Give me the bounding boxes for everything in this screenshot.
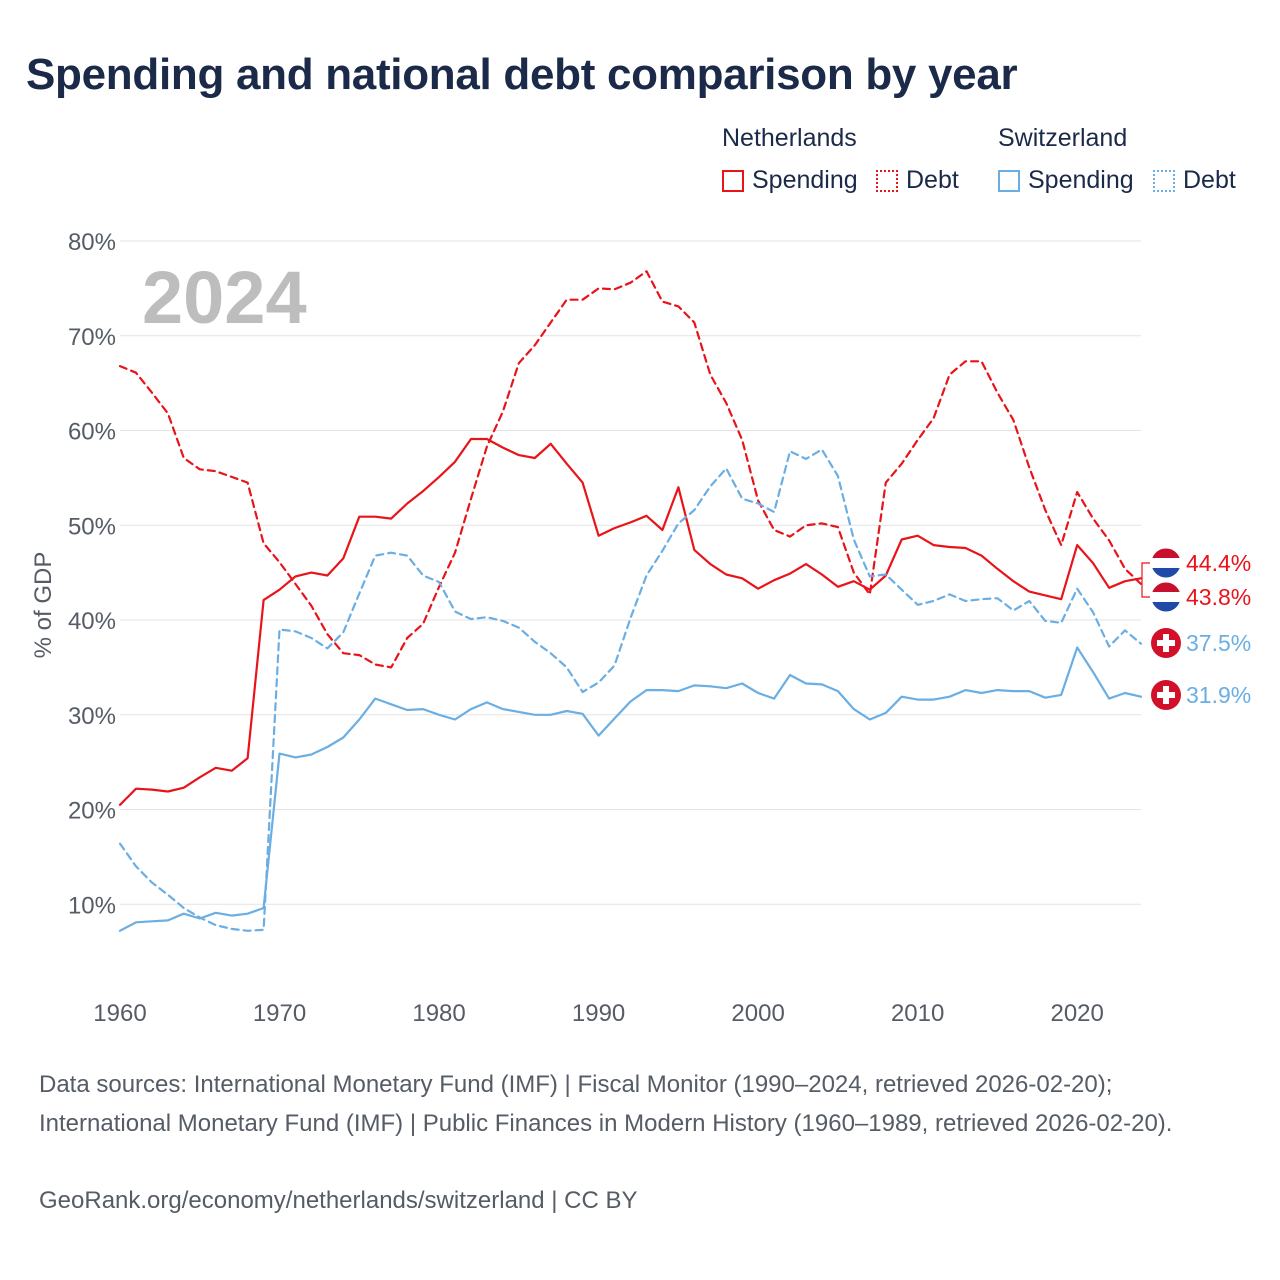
legend-label: Debt [1183,166,1236,194]
series-line-netherlands-spending [118,437,1143,806]
y-axis-ticks: 10% 20% 30% 40% 50% 60% 70% 80% [68,229,116,919]
solid-line-swatch-icon [998,169,1020,192]
y-axis-label: % of GDP [30,552,57,659]
y-tick-label: 70% [68,324,116,351]
legend-group-switzerland: Switzerland [998,124,1128,152]
x-tick-label: 1990 [572,1000,625,1027]
chart-title: Spending and national debt comparison by… [26,50,1018,99]
legend-group-netherlands: Netherlands [722,124,857,152]
x-tick-label: 1960 [93,1000,146,1027]
end-value-label: 43.8% [1186,584,1251,610]
x-tick-label: 2010 [891,1000,944,1027]
legend-label: Spending [752,166,858,194]
end-value-label: 37.5% [1186,630,1251,656]
x-axis-ticks: 1960 1970 1980 1990 2000 2010 2020 [93,1000,1104,1027]
legend-item-netherlands-debt[interactable]: Debt [876,166,959,195]
legend-label: Debt [906,166,959,194]
y-tick-label: 30% [68,703,116,730]
end-value-label: 44.4% [1186,550,1251,576]
legend-label: Spending [1028,166,1134,194]
dotted-line-swatch-icon [876,169,898,192]
end-value-label: 31.9% [1186,682,1251,708]
source-link[interactable]: GeoRank.org/economy/netherlands/switzerl… [39,1187,638,1214]
netherlands-flag-icon [1150,547,1182,579]
x-tick-label: 1970 [253,1000,306,1027]
dotted-line-swatch-icon [1153,169,1175,192]
y-tick-label: 50% [68,513,116,540]
netherlands-flag-icon [1150,581,1182,613]
legend-item-netherlands-spending[interactable]: Spending [722,166,858,195]
switzerland-flag-icon [1151,628,1181,658]
series-line-switzerland-spending [118,646,1143,932]
series-lines [118,270,1143,932]
end-labels: 44.4% 43.8% 31.9% 37.5% [1141,547,1251,710]
label-bracket [1141,562,1150,598]
x-tick-label: 2000 [731,1000,784,1027]
legend-item-switzerland-debt[interactable]: Debt [1153,166,1236,195]
y-tick-label: 80% [68,229,116,256]
y-tick-label: 10% [68,892,116,919]
series-line-netherlands-debt [118,270,1143,669]
series-line-switzerland-debt [118,448,1143,932]
data-sources: Data sources: International Monetary Fun… [39,1071,1173,1137]
x-tick-label: 2020 [1050,1000,1103,1027]
legend-item-switzerland-spending[interactable]: Spending [998,166,1134,195]
year-watermark: 2024 [142,256,307,339]
gridlines [120,240,1141,905]
x-tick-label: 1980 [412,1000,465,1027]
switzerland-flag-icon [1151,680,1181,710]
y-tick-label: 20% [68,798,116,825]
line-chart: 10% 20% 30% 40% 50% 60% 70% 80% 1960 1970 1980 199… [30,229,1251,1027]
solid-line-swatch-icon [722,169,744,192]
y-tick-label: 60% [68,419,116,446]
y-tick-label: 40% [68,608,116,635]
